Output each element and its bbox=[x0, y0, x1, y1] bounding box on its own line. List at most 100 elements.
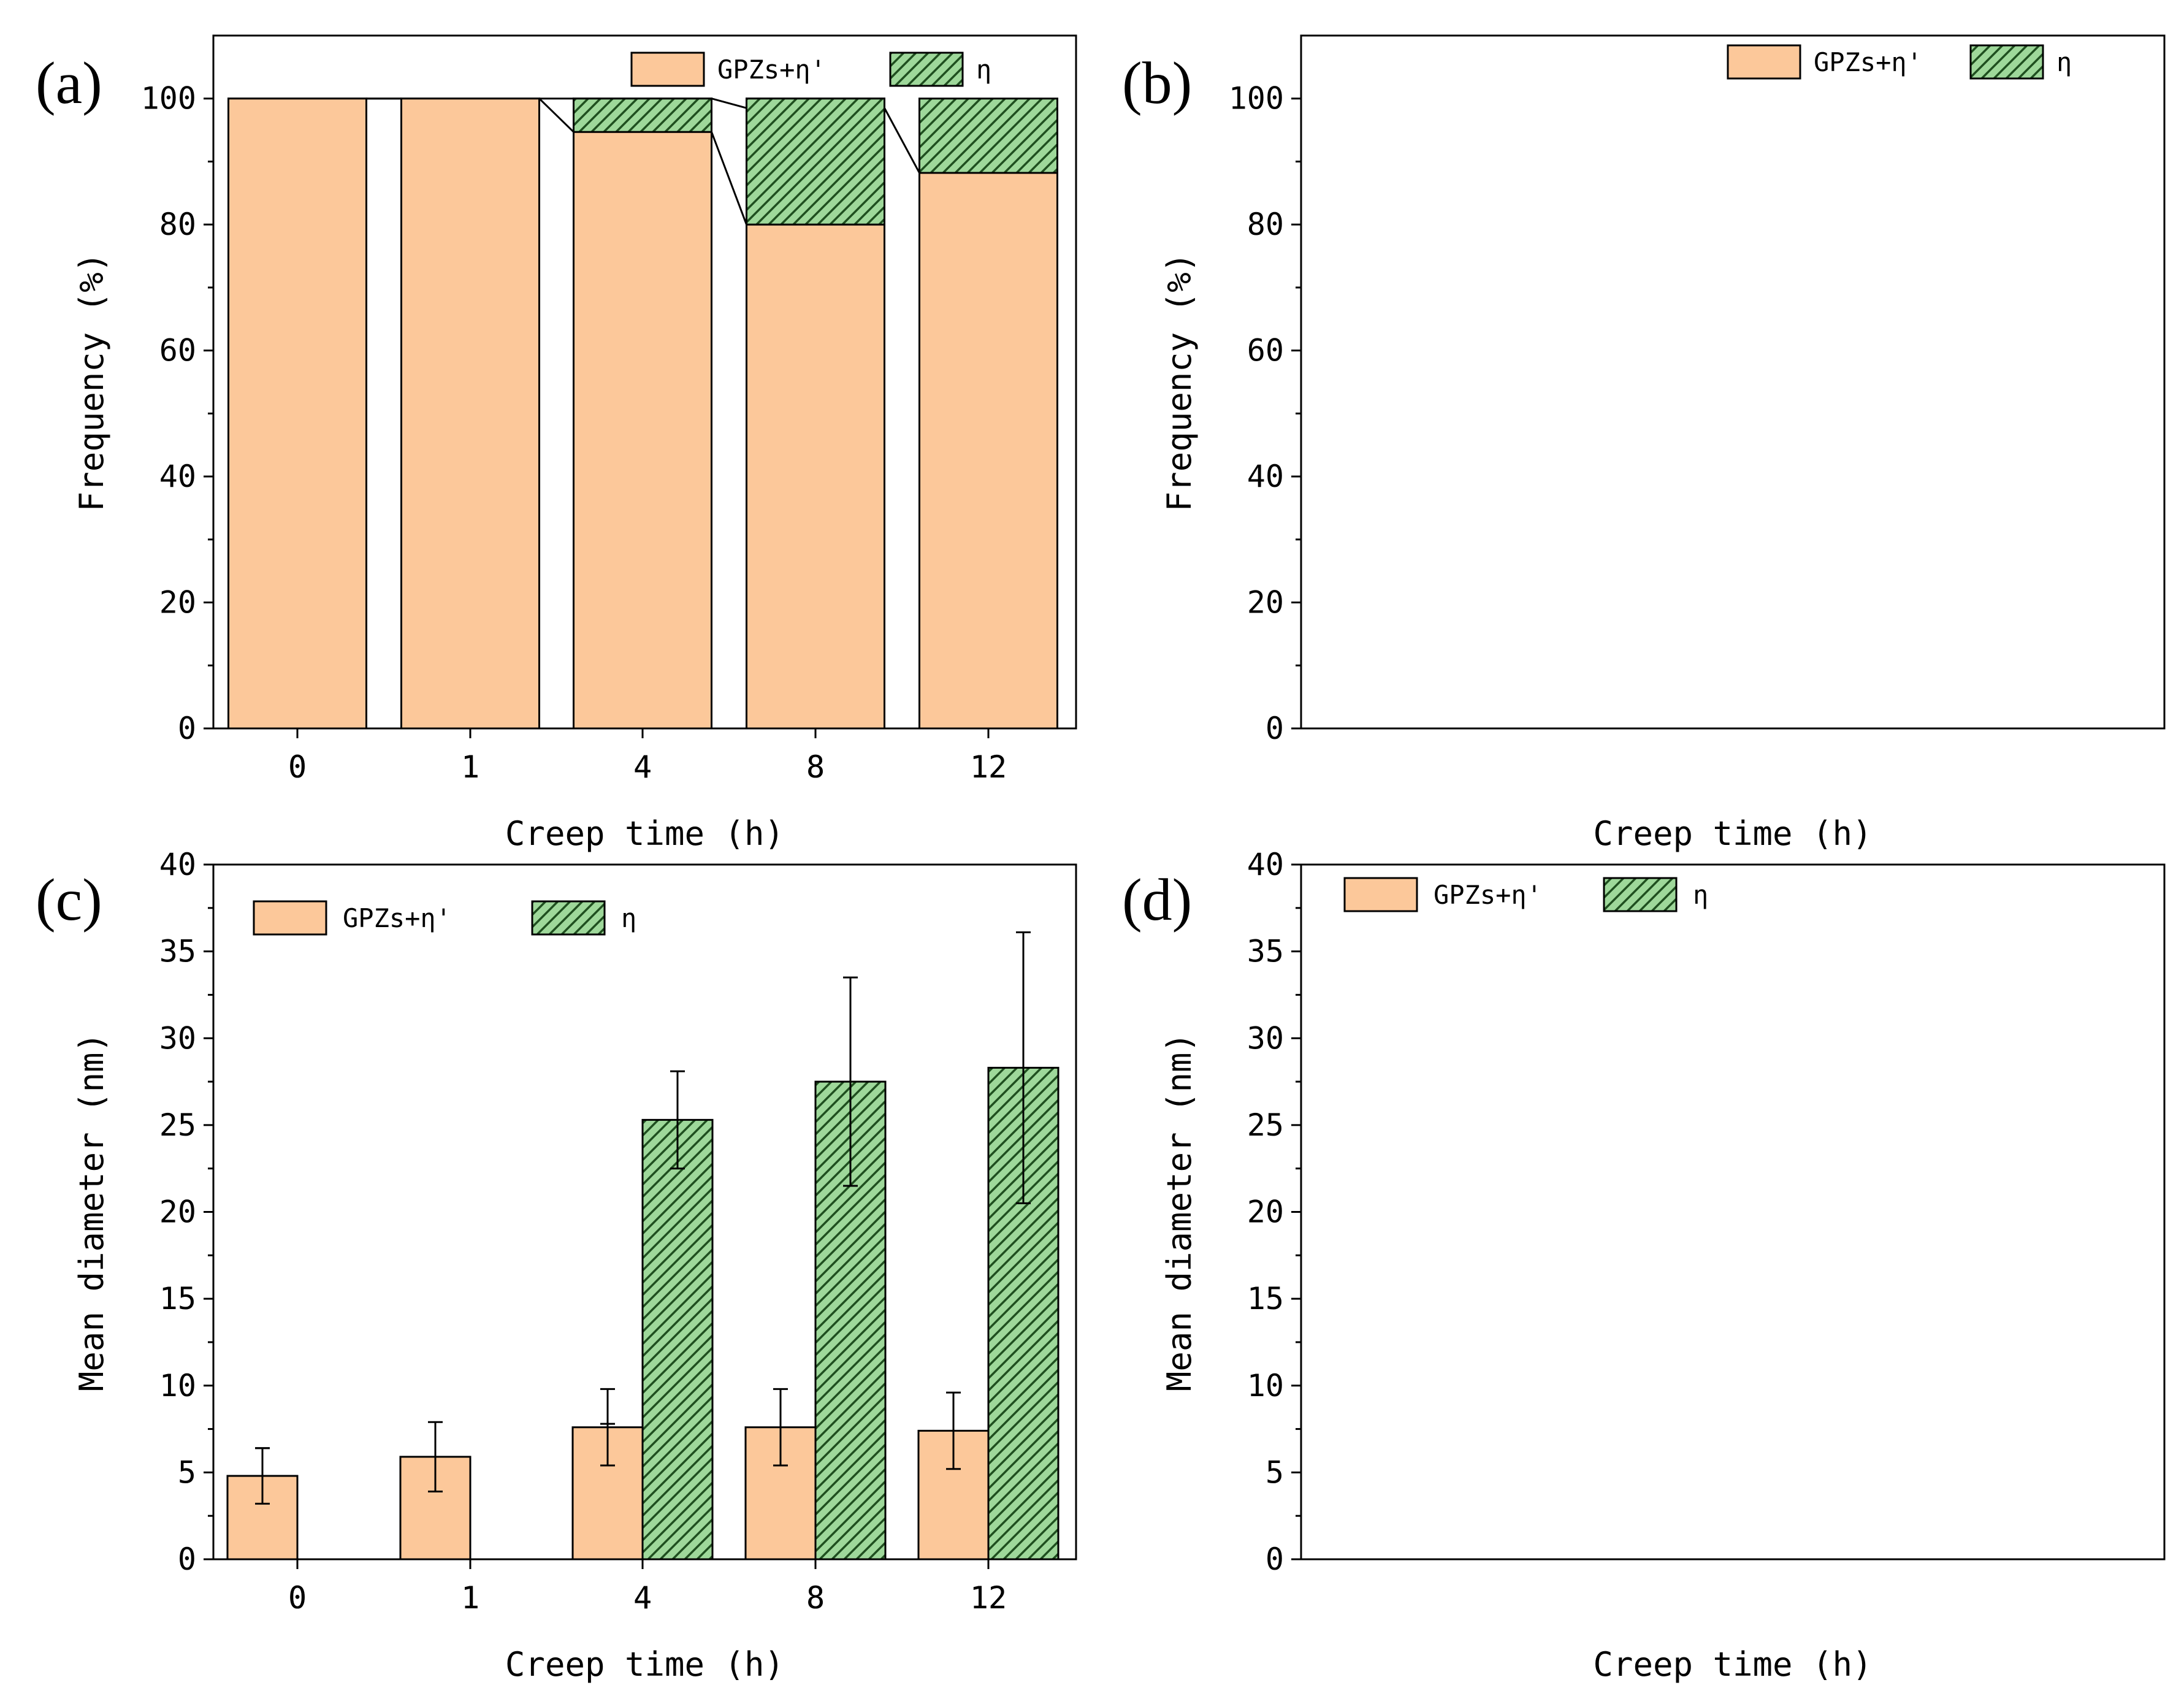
x-tick-label: 12 bbox=[970, 1580, 1007, 1616]
bar-gpzs-eta-prime bbox=[918, 172, 1058, 730]
legend-swatch-eta bbox=[889, 52, 964, 87]
x-tick-label: 12 bbox=[970, 1580, 1007, 1616]
panel-label: (b) bbox=[1122, 50, 1192, 117]
y-tick-label: 80 bbox=[1247, 207, 1284, 242]
y-tick-label: 30 bbox=[1247, 1020, 1284, 1056]
legend-swatch-gpzs-eta-prime bbox=[630, 52, 705, 87]
x-tick-label: 0 bbox=[288, 749, 307, 785]
plot-frame bbox=[1300, 863, 2166, 1560]
y-tick-label: 10 bbox=[159, 1368, 196, 1404]
y-tick-label: 35 bbox=[1247, 934, 1284, 969]
chart-panel-b: (b) 0 20 40 60 80 100 0 1 4 8 12 Creep time (h) Frequ… bbox=[227, 34, 2166, 853]
y-tick-label: 0 bbox=[178, 1541, 196, 1577]
bar-gpzs-eta-prime bbox=[573, 131, 712, 730]
y-tick-label: 60 bbox=[1247, 333, 1284, 369]
legend-swatch-eta bbox=[1603, 877, 1678, 912]
y-tick-label: 0 bbox=[178, 711, 196, 746]
legend-label: η bbox=[976, 55, 991, 85]
legend-label: GPZs+η' bbox=[717, 55, 826, 85]
connector-line bbox=[538, 97, 575, 133]
y-tick-label: 5 bbox=[1266, 1454, 1284, 1490]
legend-label: η bbox=[621, 903, 636, 933]
y-tick-label: 35 bbox=[159, 934, 196, 969]
x-tick-label: 4 bbox=[633, 1580, 652, 1616]
x-tick-label: 0 bbox=[288, 749, 307, 785]
x-tick-label: 12 bbox=[970, 749, 1007, 785]
y-tick-label: 20 bbox=[159, 585, 196, 621]
y-tick-label: 20 bbox=[159, 1194, 196, 1230]
legend-label: GPZs+η' bbox=[343, 903, 451, 933]
connector-line bbox=[711, 131, 747, 225]
x-axis-title: Creep time (h) bbox=[505, 1645, 784, 1684]
x-tick-label: 8 bbox=[806, 749, 825, 785]
x-tick-label: 0 bbox=[288, 1580, 307, 1616]
y-tick-label: 40 bbox=[1247, 459, 1284, 494]
x-tick-label: 1 bbox=[461, 749, 479, 785]
y-tick-label: 100 bbox=[1229, 81, 1284, 117]
y-tick-label: 15 bbox=[159, 1281, 196, 1316]
x-axis-title: Creep time (h) bbox=[1593, 814, 1872, 853]
bar-eta bbox=[918, 97, 1058, 174]
y-tick-label: 30 bbox=[159, 1020, 196, 1056]
y-tick-label: 5 bbox=[178, 1454, 196, 1490]
bar-gpzs-eta-prime bbox=[400, 97, 540, 730]
y-tick-label: 0 bbox=[1266, 1541, 1284, 1577]
y-tick-label: 40 bbox=[159, 459, 196, 494]
x-axis-title: Creep time (h) bbox=[1593, 1645, 1872, 1684]
y-tick-label: 15 bbox=[1247, 1281, 1284, 1316]
y-tick-label: 25 bbox=[1247, 1107, 1284, 1143]
y-axis-title: Frequency (%) bbox=[1160, 253, 1199, 512]
bar-eta bbox=[573, 97, 712, 133]
x-tick-label: 1 bbox=[461, 1580, 479, 1616]
panel-label: (d) bbox=[1122, 867, 1192, 933]
x-tick-label: 0 bbox=[288, 1580, 307, 1616]
legend: GPZs+η' η bbox=[1343, 877, 1708, 912]
bar-gpzs-eta-prime bbox=[227, 97, 367, 730]
legend-label: η bbox=[1693, 880, 1708, 910]
bar-eta bbox=[641, 1118, 714, 1560]
legend-swatch-gpzs-eta-prime bbox=[253, 900, 327, 936]
x-axis-title: Creep time (h) bbox=[505, 814, 784, 853]
x-tick-label: 4 bbox=[633, 1580, 652, 1616]
chart-panel-c: (c) 0 5 10 15 20 25 30 35 40 0 1 4 8 12 Creep time (h) M… bbox=[36, 847, 1077, 1684]
legend-swatch-eta bbox=[531, 900, 606, 936]
legend: GPZs+η' η bbox=[1727, 44, 2072, 80]
x-tick-label: 1 bbox=[461, 1580, 479, 1616]
y-axis-title: Mean diameter (nm) bbox=[1160, 1033, 1199, 1391]
y-tick-label: 20 bbox=[1247, 585, 1284, 621]
legend-swatch-gpzs-eta-prime bbox=[1343, 877, 1418, 912]
y-tick-label: 40 bbox=[1247, 847, 1284, 882]
x-tick-label: 4 bbox=[633, 749, 652, 785]
chart-panel-d: (d) 0 5 10 15 20 25 30 35 40 0 1 4 8 12 Creep time (h) M… bbox=[226, 847, 2166, 1684]
y-tick-label: 25 bbox=[159, 1107, 196, 1143]
legend-swatch-eta bbox=[1969, 44, 2044, 80]
x-tick-label: 1 bbox=[461, 749, 479, 785]
legend-label: GPZs+η' bbox=[1814, 47, 1922, 77]
y-tick-label: 60 bbox=[159, 333, 196, 369]
y-axis-title: Mean diameter (nm) bbox=[72, 1033, 111, 1391]
connector-line bbox=[711, 97, 747, 109]
y-tick-label: 20 bbox=[1247, 1194, 1284, 1230]
plot-frame bbox=[1300, 34, 2166, 730]
x-tick-label: 8 bbox=[806, 1580, 825, 1616]
x-tick-label: 8 bbox=[806, 1580, 825, 1616]
chart-panel-a: (a) 0 20 40 60 80 100 0 1 4 8 12 Creep time (h) Frequ… bbox=[36, 34, 1077, 853]
bar-eta bbox=[746, 97, 885, 226]
y-tick-label: 100 bbox=[141, 81, 196, 117]
connector-line bbox=[884, 107, 920, 174]
y-tick-label: 10 bbox=[1247, 1368, 1284, 1404]
y-tick-label: 80 bbox=[159, 207, 196, 242]
x-tick-label: 12 bbox=[970, 749, 1007, 785]
y-tick-label: 0 bbox=[1266, 711, 1284, 746]
bar-gpzs-eta-prime bbox=[746, 223, 885, 730]
legend-swatch-gpzs-eta-prime bbox=[1727, 44, 1801, 80]
legend-label: η bbox=[2056, 47, 2072, 77]
legend: GPZs+η' η bbox=[630, 52, 991, 87]
panel-label: (c) bbox=[36, 867, 102, 933]
legend: GPZs+η' η bbox=[253, 900, 636, 936]
panel-label: (a) bbox=[36, 50, 102, 117]
y-axis-title: Frequency (%) bbox=[72, 253, 111, 512]
legend-label: GPZs+η' bbox=[1434, 880, 1542, 910]
x-tick-label: 8 bbox=[806, 749, 825, 785]
